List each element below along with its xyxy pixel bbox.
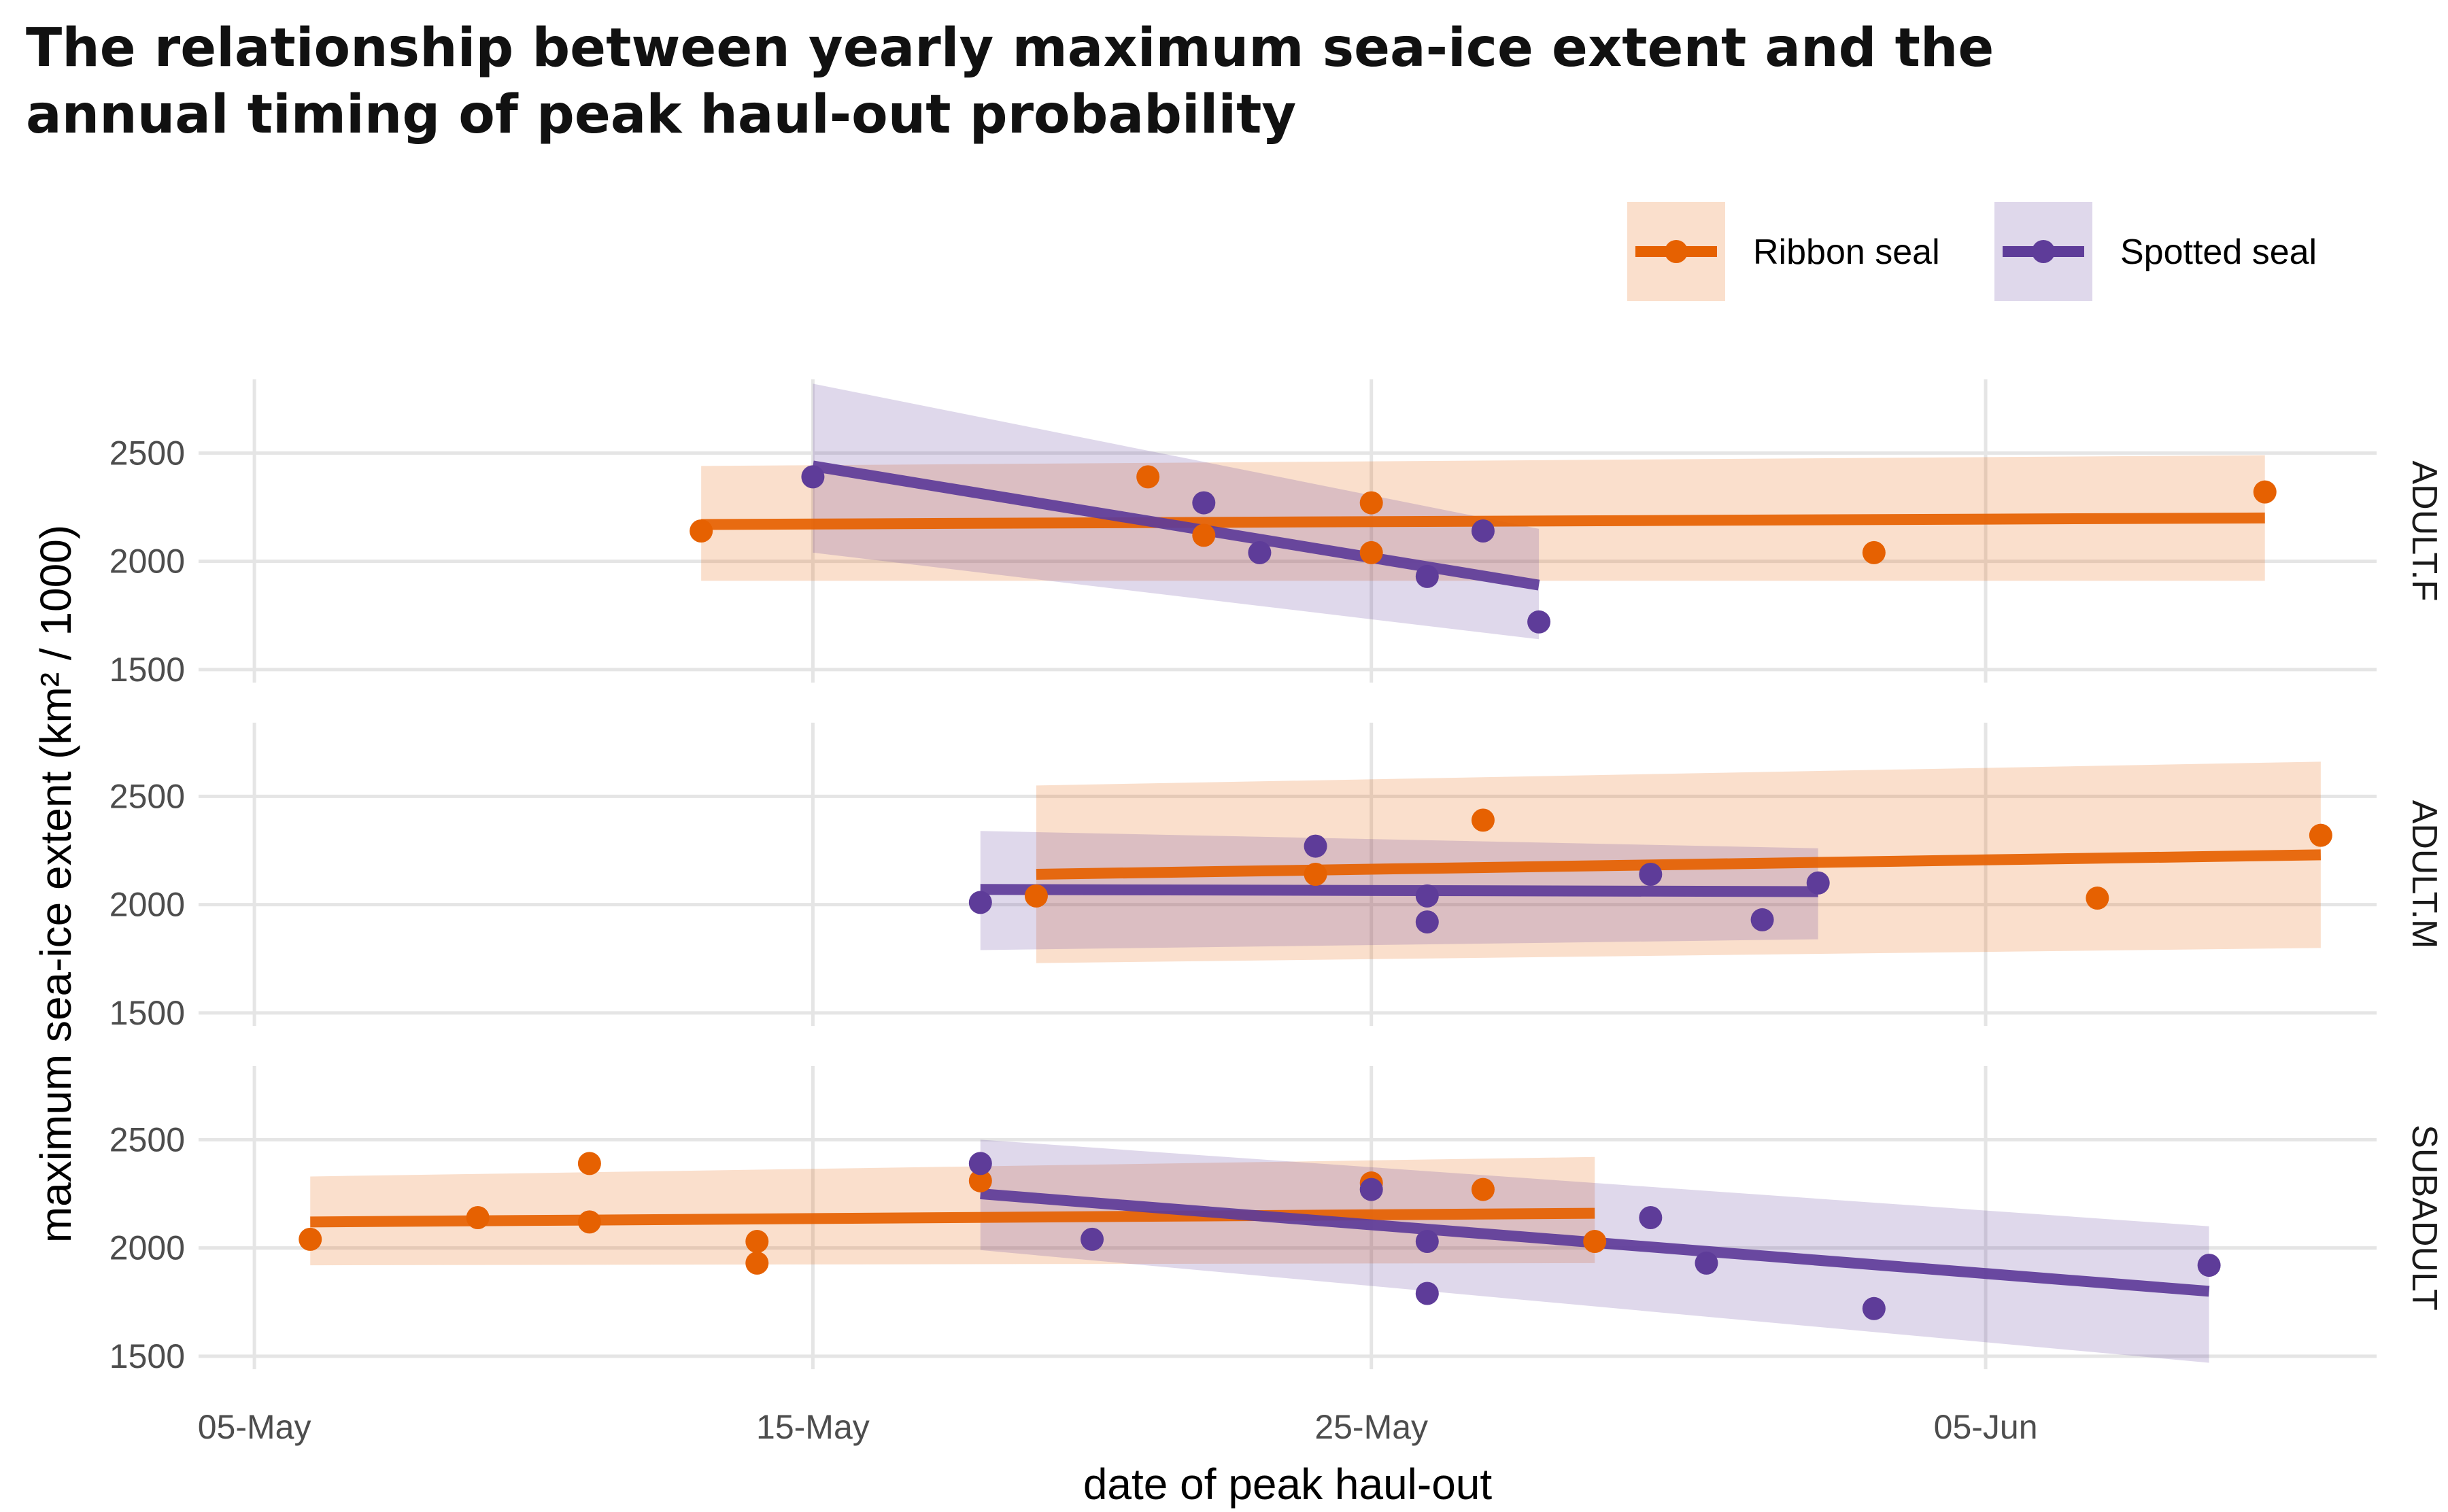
data-point-spotted-seal xyxy=(1806,871,1830,895)
data-point-ribbon-seal xyxy=(577,1210,601,1234)
data-point-ribbon-seal xyxy=(577,1152,601,1175)
data-point-spotted-seal xyxy=(1415,884,1439,908)
data-point-spotted-seal xyxy=(1415,564,1439,588)
data-point-spotted-seal xyxy=(1862,1296,1886,1320)
data-point-spotted-seal xyxy=(1248,540,1272,564)
panel-adult-m: 1500 2000 2500 ADULT.M xyxy=(109,723,2444,1032)
panel-strip-label: ADULT.F xyxy=(2404,460,2444,601)
data-point-spotted-seal xyxy=(1639,1206,1663,1229)
data-point-spotted-seal xyxy=(1359,1178,1383,1201)
legend-item-spotted-seal: Spotted seal xyxy=(1994,202,2317,301)
data-point-spotted-seal xyxy=(1750,908,1774,931)
data-point-ribbon-seal xyxy=(1192,523,1216,547)
confidence-band-ribbon-seal xyxy=(310,1156,1595,1266)
legend-label: Ribbon seal xyxy=(1753,233,1940,272)
legend-key-point xyxy=(1665,240,1688,263)
data-point-spotted-seal xyxy=(1415,910,1439,934)
x-tick-label: 05-May xyxy=(198,1408,311,1446)
data-point-ribbon-seal xyxy=(1583,1230,1607,1254)
legend-label: Spotted seal xyxy=(2120,233,2317,272)
data-point-spotted-seal xyxy=(1192,491,1216,515)
data-point-spotted-seal xyxy=(1415,1282,1439,1305)
y-tick-label: 1500 xyxy=(109,1337,185,1375)
y-axis-title: maximum sea-ice extent (km² / 1000) xyxy=(31,525,80,1243)
x-tick-label: 05-Jun xyxy=(1934,1408,2038,1446)
data-point-ribbon-seal xyxy=(690,519,713,543)
data-point-ribbon-seal xyxy=(1359,540,1383,564)
data-point-spotted-seal xyxy=(1415,1230,1439,1254)
data-point-ribbon-seal xyxy=(745,1251,769,1275)
data-point-ribbon-seal xyxy=(299,1227,322,1251)
data-point-spotted-seal xyxy=(1527,610,1551,634)
data-point-ribbon-seal xyxy=(1024,884,1048,908)
legend-item-ribbon-seal: Ribbon seal xyxy=(1627,202,1940,301)
x-axis-title: date of peak haul-out xyxy=(1083,1460,1493,1509)
data-point-ribbon-seal xyxy=(1471,1178,1495,1201)
y-tick-label: 2000 xyxy=(109,543,185,581)
data-point-spotted-seal xyxy=(801,465,825,489)
y-tick-label: 2500 xyxy=(109,777,185,815)
data-point-ribbon-seal xyxy=(745,1230,769,1254)
data-point-ribbon-seal xyxy=(2309,823,2332,847)
y-tick-label: 2500 xyxy=(109,1120,185,1158)
data-point-spotted-seal xyxy=(2197,1254,2221,1277)
y-tick-label: 2000 xyxy=(109,886,185,924)
y-tick-label: 2500 xyxy=(109,434,185,472)
panel-subadult: 1500 2000 2500 SUBADULT xyxy=(109,1066,2444,1375)
chart-title: The relationship between yearly maximum … xyxy=(26,18,1994,145)
data-point-ribbon-seal xyxy=(1304,863,1327,886)
data-point-spotted-seal xyxy=(1695,1251,1718,1275)
confidence-band-spotted-seal xyxy=(813,383,1540,640)
data-point-spotted-seal xyxy=(1639,863,1663,886)
data-point-spotted-seal xyxy=(1471,519,1495,543)
data-point-ribbon-seal xyxy=(1136,465,1160,489)
legend-key-point xyxy=(2032,240,2055,263)
data-point-ribbon-seal xyxy=(968,1169,992,1192)
data-point-ribbon-seal xyxy=(466,1206,490,1229)
legend: Ribbon seal Spotted seal xyxy=(1627,202,2317,301)
data-point-ribbon-seal xyxy=(2086,887,2109,910)
panel-strip-label: SUBADULT xyxy=(2404,1124,2444,1311)
panel-adult-f: 1500 2000 2500 ADULT.F xyxy=(109,379,2444,689)
panel-strip-label: ADULT.M xyxy=(2404,800,2444,949)
y-tick-label: 1500 xyxy=(109,994,185,1032)
y-tick-label: 1500 xyxy=(109,651,185,689)
trend-line-ribbon-seal xyxy=(310,1207,1595,1228)
x-tick-label: 15-May xyxy=(756,1408,870,1446)
data-point-spotted-seal xyxy=(1081,1227,1104,1251)
data-point-spotted-seal xyxy=(968,891,992,914)
x-tick-label: 25-May xyxy=(1314,1408,1428,1446)
data-point-ribbon-seal xyxy=(1471,808,1495,832)
trend-line-ribbon-seal xyxy=(1036,849,2321,880)
data-point-spotted-seal xyxy=(968,1152,992,1175)
y-tick-label: 2000 xyxy=(109,1229,185,1267)
data-point-ribbon-seal xyxy=(2253,480,2277,504)
trend-line-spotted-seal xyxy=(980,884,1818,897)
data-point-spotted-seal xyxy=(1304,834,1327,858)
data-point-ribbon-seal xyxy=(1359,491,1383,515)
trend-line-spotted-seal xyxy=(812,460,1540,591)
data-point-ribbon-seal xyxy=(1862,540,1886,564)
